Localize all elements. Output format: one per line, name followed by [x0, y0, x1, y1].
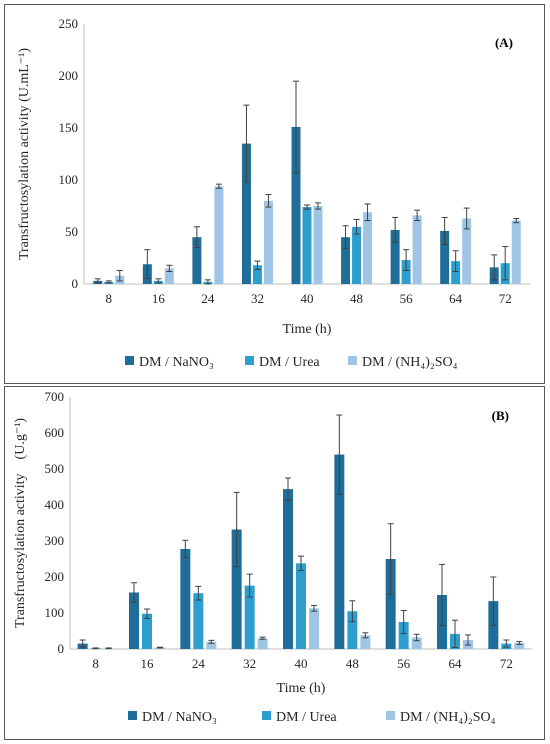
- bar-s1-16: [129, 592, 139, 649]
- y-tick-label: 400: [45, 497, 65, 512]
- bar-s1-24: [192, 237, 202, 284]
- y-tick-label: 0: [58, 641, 65, 656]
- x-tick-label: 32: [243, 656, 256, 671]
- bar-s1-56: [385, 559, 396, 649]
- y-tick-label: 250: [59, 16, 79, 31]
- y-tick-label: 600: [45, 425, 65, 440]
- bar-s3-72: [514, 642, 525, 649]
- legend-label: DM / Urea: [259, 355, 320, 370]
- bar-s3-56: [411, 637, 422, 649]
- bar-s2-40: [302, 207, 312, 284]
- bar-s2-56: [401, 260, 411, 284]
- bar-s3-72: [511, 220, 521, 284]
- x-tick-label: 72: [500, 656, 513, 671]
- y-tick-label: 300: [45, 533, 65, 548]
- legend-label: DM / NaNO₃: [139, 355, 214, 370]
- x-tick-label: 24: [192, 656, 206, 671]
- bar-s1-64: [440, 230, 450, 284]
- x-axis-title: Time (h): [283, 322, 332, 337]
- x-tick-label: 48: [350, 291, 363, 306]
- panel-label: (B): [492, 408, 509, 423]
- x-axis-title: Time (h): [277, 681, 326, 696]
- legend-swatch: [128, 711, 137, 720]
- y-tick-label: 100: [59, 172, 79, 187]
- x-tick-label: 56: [400, 291, 414, 306]
- y-axis-title: Transfructosylation activity (U.mL⁻¹): [17, 48, 32, 260]
- bar-s3-40: [313, 206, 323, 284]
- bar-s3-48: [363, 212, 373, 284]
- y-tick-label: 150: [59, 120, 79, 135]
- panel-a-frame: [4, 4, 545, 384]
- bar-s2-32: [252, 265, 262, 284]
- bar-s1-48: [341, 237, 351, 284]
- bar-s3-40: [309, 608, 319, 649]
- bar-s1-32: [231, 529, 242, 649]
- bar-s3-32: [263, 200, 273, 284]
- bar-s2-48: [347, 611, 358, 649]
- bar-s2-32: [244, 585, 255, 649]
- bar-s3-24: [206, 641, 217, 649]
- y-tick-label: 50: [65, 224, 78, 239]
- bar-s3-56: [412, 215, 422, 284]
- bar-s1-24: [180, 548, 191, 649]
- legend-swatch: [245, 356, 254, 365]
- x-tick-label: 8: [106, 291, 113, 306]
- legend-label: DM / Urea: [276, 710, 337, 725]
- bar-s2-56: [398, 622, 409, 649]
- bar-s3-24: [214, 186, 224, 284]
- y-tick-label: 500: [45, 461, 65, 476]
- x-tick-label: 56: [397, 656, 411, 671]
- x-tick-label: 64: [449, 656, 463, 671]
- bar-s2-24: [193, 593, 204, 649]
- x-tick-label: 8: [92, 656, 99, 671]
- bar-s3-48: [360, 635, 371, 649]
- y-tick-label: 100: [45, 605, 65, 620]
- bar-s3-32: [257, 638, 268, 649]
- legend-swatch: [125, 356, 134, 365]
- bar-s1-32: [241, 143, 251, 284]
- x-tick-label: 16: [141, 656, 155, 671]
- x-tick-label: 24: [201, 291, 215, 306]
- legend-label: DM / (NH₄)₂SO₄: [362, 355, 458, 370]
- x-tick-label: 72: [499, 291, 512, 306]
- x-tick-label: 40: [301, 291, 314, 306]
- y-tick-label: 200: [45, 569, 65, 584]
- bar-s3-64: [462, 218, 472, 284]
- y-axis-title: Transfructosylation activity (U.g⁻¹): [13, 418, 28, 628]
- legend-swatch: [386, 711, 395, 720]
- bar-s2-40: [296, 563, 306, 649]
- legend-label: DM / NaNO₃: [142, 710, 217, 725]
- bar-s2-64: [451, 261, 461, 284]
- x-tick-label: 40: [295, 656, 308, 671]
- x-tick-label: 32: [251, 291, 264, 306]
- legend-swatch: [262, 711, 271, 720]
- panel-label: (A): [495, 35, 513, 50]
- bar-s1-40: [291, 126, 301, 285]
- y-tick-label: 200: [59, 68, 79, 83]
- panel-b-frame: [4, 386, 545, 740]
- bar-s3-16: [164, 268, 174, 284]
- bar-s1-40: [283, 489, 293, 649]
- legend-label: DM / (NH₄)₂SO₄: [400, 710, 496, 725]
- bar-s2-16: [142, 613, 152, 649]
- y-tick-label: 700: [45, 389, 65, 404]
- x-tick-label: 64: [449, 291, 463, 306]
- x-tick-label: 16: [152, 291, 166, 306]
- legend-swatch: [348, 356, 357, 365]
- bar-s1-48: [334, 454, 345, 649]
- y-tick-label: 0: [72, 276, 79, 291]
- bar-s2-48: [352, 226, 362, 284]
- bar-s1-56: [390, 229, 400, 284]
- x-tick-label: 48: [346, 656, 359, 671]
